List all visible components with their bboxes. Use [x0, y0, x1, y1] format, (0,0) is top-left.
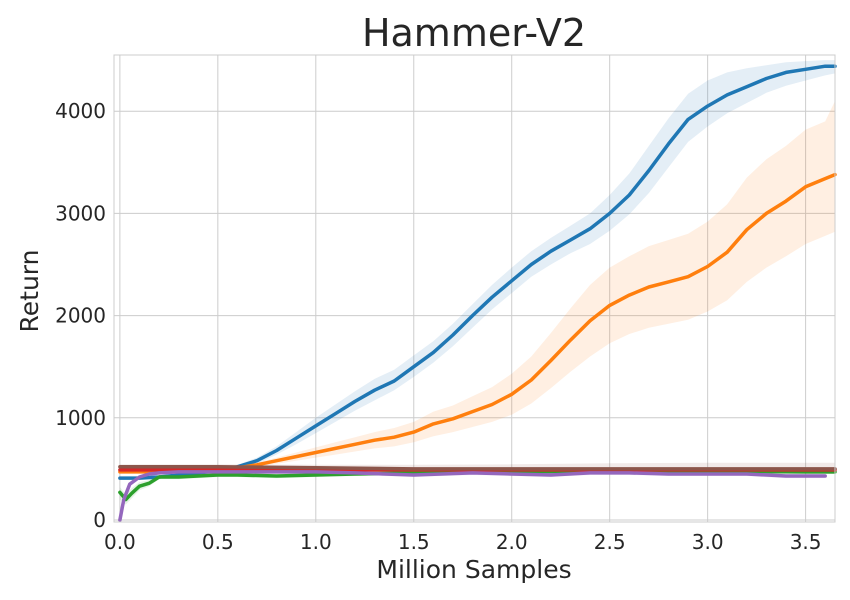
y-tick-label: 2000 — [55, 304, 106, 328]
x-tick-label: 1.0 — [300, 530, 332, 554]
series-band-1 — [119, 101, 835, 473]
x-tick-labels: 0.0 0.5 1.0 1.5 2.0 2.5 3.0 3.5 — [104, 530, 822, 554]
x-tick-label: 0.0 — [104, 530, 136, 554]
x-tick-label: 2.0 — [496, 530, 528, 554]
x-tick-label: 3.0 — [692, 530, 724, 554]
plot-frame — [113, 54, 836, 523]
chart-title: Hammer-V2 — [362, 11, 586, 55]
x-tick-label: 2.5 — [594, 530, 626, 554]
y-tick-label: 0 — [93, 508, 106, 532]
x-tick-label: 0.5 — [202, 530, 234, 554]
y-tick-labels: 0 1000 2000 3000 4000 — [55, 99, 106, 532]
y-axis-label: Return — [15, 250, 44, 333]
series-line-4 — [118, 470, 827, 522]
series-band-0 — [119, 60, 835, 479]
y-tick-label: 3000 — [55, 201, 106, 225]
x-axis-label: Million Samples — [376, 555, 571, 584]
x-tick-label: 3.5 — [790, 530, 822, 554]
series-line-5 — [118, 465, 837, 471]
x-tick-label: 1.5 — [398, 530, 430, 554]
series-lines — [118, 64, 837, 522]
y-tick-label: 1000 — [55, 406, 106, 430]
y-tick-label: 4000 — [55, 99, 106, 123]
